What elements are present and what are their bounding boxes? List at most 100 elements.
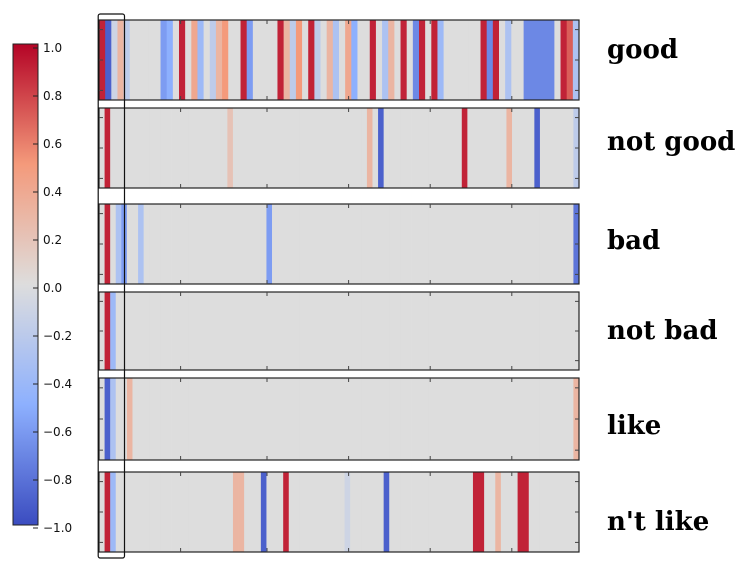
heatmap-cell xyxy=(378,378,385,460)
colorbar-tick-label: −0.2 xyxy=(43,329,72,343)
heatmap-cell xyxy=(405,378,412,460)
heatmap-cell xyxy=(311,292,318,370)
heatmap-cell xyxy=(238,204,245,284)
heatmap-cell xyxy=(523,108,530,188)
heatmap-cell xyxy=(299,292,306,370)
heatmap-cell xyxy=(545,108,552,188)
heatmap-cell xyxy=(305,378,312,460)
heatmap-cell xyxy=(294,472,301,552)
heatmap-cell xyxy=(556,378,563,460)
heatmap-cell xyxy=(177,378,184,460)
heatmap-cell xyxy=(221,472,228,552)
heatmap-cell xyxy=(266,204,273,284)
heatmap-cell xyxy=(172,20,180,100)
heatmap-cell xyxy=(484,378,491,460)
heatmap-cell xyxy=(138,378,145,460)
heatmap-cell xyxy=(255,472,262,552)
heatmap-cell xyxy=(154,204,161,284)
heatmap-cell xyxy=(439,472,446,552)
heatmap-cell xyxy=(499,20,506,100)
heatmap-cell xyxy=(344,108,351,188)
heatmap-cell xyxy=(428,292,435,370)
heatmap-cell xyxy=(489,204,496,284)
heatmap-cell xyxy=(450,204,457,284)
heatmap-cell xyxy=(305,292,312,370)
heatmap-cell xyxy=(277,472,284,552)
heatmap-cell xyxy=(115,378,122,460)
heatmap-cell xyxy=(123,20,131,100)
heatmap-cell xyxy=(539,108,546,188)
heatmap-cell xyxy=(143,108,150,188)
heatmap-cell xyxy=(177,108,184,188)
heatmap-row-not-bad xyxy=(98,291,580,371)
heatmap-cell xyxy=(394,204,401,284)
heatmap-cell xyxy=(506,292,513,370)
heatmap-cell xyxy=(135,20,143,100)
heatmap-cell xyxy=(227,108,234,188)
heatmap-cell xyxy=(182,108,189,188)
heatmap-cell xyxy=(199,378,206,460)
heatmap-cell xyxy=(500,292,507,370)
heatmap-cell xyxy=(299,108,306,188)
heatmap-cell xyxy=(439,108,446,188)
heatmap-cell xyxy=(556,472,563,552)
heatmap-cell xyxy=(117,20,125,100)
heatmap-cell xyxy=(417,292,424,370)
heatmap-cell xyxy=(523,292,530,370)
heatmap-cell xyxy=(433,378,440,460)
heatmap-cell xyxy=(160,20,168,100)
heatmap-cell xyxy=(305,472,312,552)
heatmap-cell xyxy=(439,292,446,370)
heatmap-cell xyxy=(545,472,552,552)
heatmap-cell xyxy=(372,292,379,370)
heatmap-cell xyxy=(188,378,195,460)
heatmap-cell xyxy=(472,204,479,284)
heatmap-cell xyxy=(232,472,239,552)
heatmap-cell xyxy=(422,292,429,370)
heatmap-cell xyxy=(210,292,217,370)
heatmap-cell xyxy=(221,108,228,188)
heatmap-cell xyxy=(506,204,513,284)
heatmap-cell xyxy=(567,292,574,370)
heatmap-cell xyxy=(205,204,212,284)
heatmap-cell xyxy=(417,472,424,552)
heatmap-cell xyxy=(394,378,401,460)
heatmap-cell xyxy=(433,204,440,284)
heatmap-cell xyxy=(302,20,309,100)
heatmap-cell xyxy=(562,108,569,188)
heatmap-cell xyxy=(316,378,323,460)
heatmap-cell xyxy=(316,204,323,284)
heatmap-cell xyxy=(400,20,408,100)
heatmap-cell xyxy=(179,20,186,100)
heatmap-cell xyxy=(355,378,362,460)
heatmap-cell xyxy=(165,108,172,188)
heatmap-cell xyxy=(567,204,574,284)
heatmap-cell xyxy=(556,292,563,370)
heatmap-cell xyxy=(545,378,552,460)
heatmap-cell xyxy=(154,108,161,188)
heatmap-cell xyxy=(238,108,245,188)
heatmap-cell xyxy=(500,204,507,284)
heatmap-cell xyxy=(171,378,178,460)
heatmap-cell xyxy=(316,292,323,370)
heatmap-cell xyxy=(534,204,541,284)
heatmap-cell xyxy=(227,472,234,552)
heatmap-cell xyxy=(111,20,118,100)
heatmap-cell xyxy=(171,472,178,552)
heatmap-cell xyxy=(528,108,535,188)
heatmap-cell xyxy=(361,378,368,460)
heatmap-cell xyxy=(333,378,340,460)
heatmap-cell xyxy=(255,204,262,284)
heatmap-cell xyxy=(523,472,530,552)
heatmap-cell xyxy=(528,472,535,552)
heatmap-cell xyxy=(322,108,329,188)
colorbar-tick-label: 0.2 xyxy=(43,233,62,247)
heatmap-cell xyxy=(104,292,111,370)
heatmap-cell xyxy=(539,204,546,284)
heatmap-cell xyxy=(411,378,418,460)
heatmap-cell xyxy=(350,378,357,460)
heatmap-cell xyxy=(272,108,278,188)
heatmap-cell xyxy=(154,292,161,370)
heatmap-cell xyxy=(115,472,122,552)
heatmap-cell xyxy=(486,20,494,100)
